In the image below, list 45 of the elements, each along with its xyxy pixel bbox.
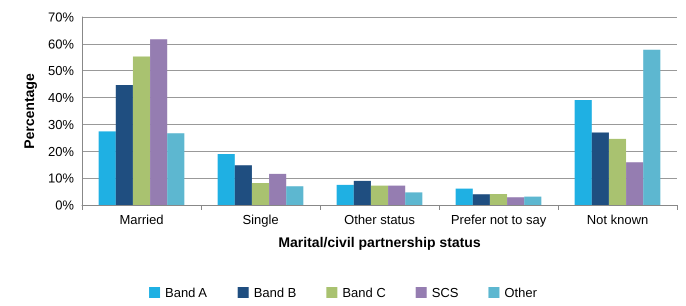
bar: [336, 184, 354, 205]
bar: [234, 165, 252, 205]
bar: [252, 182, 270, 205]
bar: [405, 192, 422, 205]
y-tick-label: 60%: [48, 36, 74, 52]
y-tick-label: 50%: [48, 63, 74, 78]
legend-label: Band A: [165, 285, 208, 300]
legend-label: Band B: [254, 285, 296, 300]
x-tick-label: Not known: [586, 212, 648, 227]
bar: [370, 186, 388, 205]
y-tick-label: 20%: [48, 144, 74, 159]
bar: [472, 194, 490, 205]
bar: [388, 186, 406, 205]
bar: [626, 162, 644, 205]
legend-label: Band C: [342, 285, 386, 300]
y-tick-label: 30%: [48, 116, 74, 132]
bar: [116, 84, 133, 205]
legend-label: SCS: [432, 285, 459, 300]
x-tick-label: Married: [119, 212, 164, 227]
bar: [490, 194, 508, 205]
x-tick-label: Prefer not to say: [450, 212, 547, 227]
bar: [524, 196, 542, 205]
x-tick-label: Other status: [344, 212, 416, 227]
y-tick-label: 10%: [48, 170, 74, 186]
bar: [354, 180, 371, 205]
bar: [98, 131, 116, 205]
bar: [574, 100, 592, 205]
y-tick-label: 70%: [48, 10, 74, 24]
bar: [507, 197, 524, 205]
x-tick-label: Single: [242, 212, 279, 227]
y-tick-label: 40%: [48, 90, 74, 106]
legend-label: Other: [504, 285, 538, 300]
bar: [132, 56, 150, 205]
bar: [167, 133, 184, 205]
y-tick-label: 0%: [55, 198, 74, 212]
bar: [218, 154, 235, 205]
bar: [456, 188, 473, 205]
bar: [592, 132, 609, 205]
bar: [269, 174, 286, 205]
x-axis-title: Marital/civil partnership status: [278, 234, 481, 250]
bar: [286, 186, 304, 205]
bar: [643, 50, 660, 205]
y-axis-title: Percentage: [21, 73, 37, 149]
bar: [608, 138, 626, 205]
bar: [150, 39, 168, 205]
